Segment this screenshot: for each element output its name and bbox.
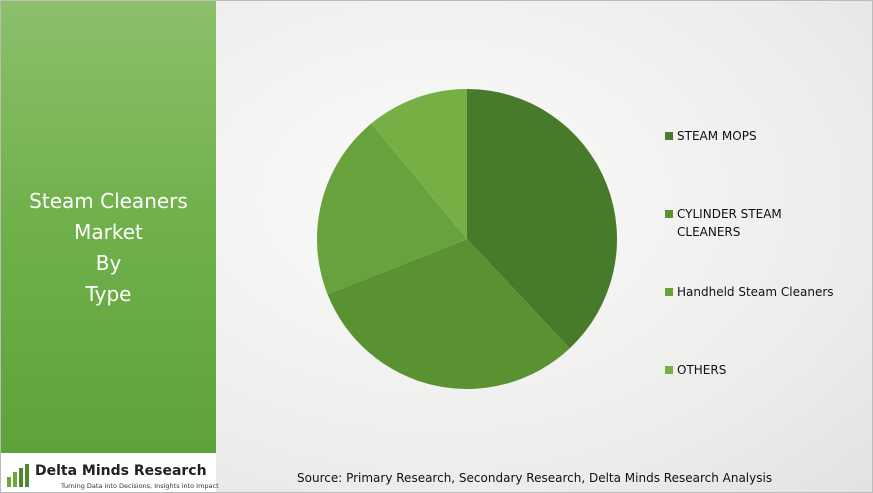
side-panel: Steam Cleaners Market By Type — [1, 1, 216, 453]
panel-title: Steam Cleaners Market By Type — [1, 186, 216, 310]
logo-icon — [7, 464, 29, 487]
logo-name: Delta Minds Research — [35, 463, 207, 479]
legend-label: CYLINDER STEAM CLEANERS — [677, 207, 782, 239]
legend-item: Handheld Steam Cleaners — [665, 283, 845, 301]
pie-slice — [467, 89, 618, 349]
legend-swatch — [665, 366, 673, 374]
pie-slice — [317, 123, 467, 295]
logo: Delta Minds Research Turning Data into D… — [1, 453, 219, 492]
legend-item: CYLINDER STEAM CLEANERS — [665, 205, 845, 241]
pie-slice — [371, 89, 467, 239]
legend-label: Handheld Steam Cleaners — [677, 285, 834, 299]
legend-swatch — [665, 210, 673, 218]
pie-slice — [327, 239, 570, 389]
panel-title-line: By — [95, 251, 122, 275]
panel-title-line: Steam Cleaners — [29, 189, 188, 213]
legend-item: STEAM MOPS — [665, 127, 845, 145]
panel-title-line: Market — [74, 220, 143, 244]
legend-swatch — [665, 288, 673, 296]
legend-item: OTHERS — [665, 361, 845, 379]
source-note: Source: Primary Research, Secondary Rese… — [297, 471, 773, 485]
panel-title-line: Type — [85, 282, 132, 306]
legend-label: OTHERS — [677, 363, 727, 377]
logo-tagline: Turning Data into Decisions, Insights in… — [61, 482, 219, 490]
legend-swatch — [665, 132, 673, 140]
legend-label: STEAM MOPS — [677, 129, 757, 143]
